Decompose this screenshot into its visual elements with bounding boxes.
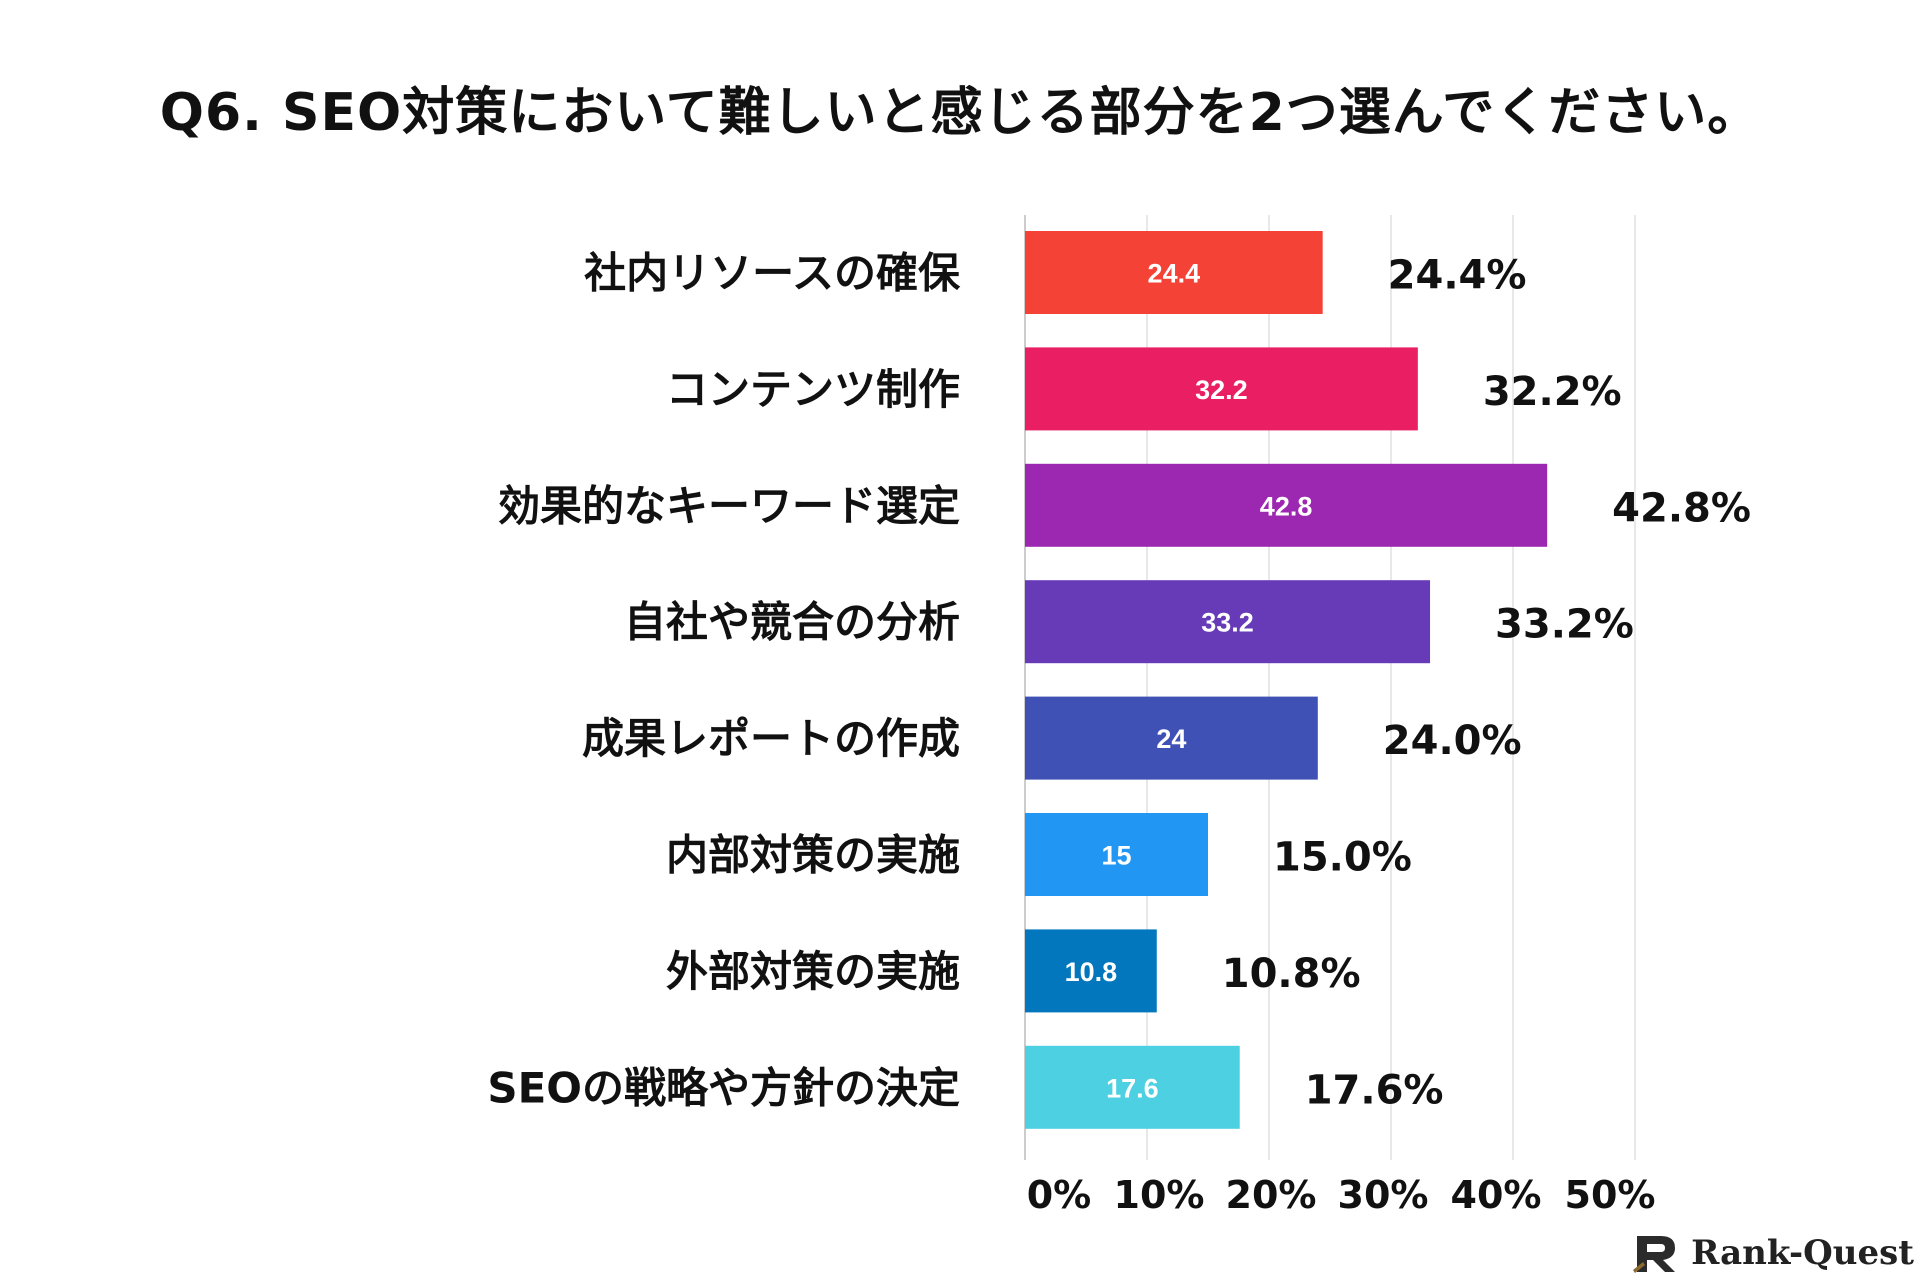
chart-title: Q6. SEO対策において難しいと感じる部分を2つ選んでください。 <box>159 83 1761 143</box>
bar-value-label: 42.8 <box>1260 491 1313 521</box>
bar-row: 成果レポートの作成 24 24.0% <box>582 696 1522 780</box>
brand-watermark: Rank-Quest <box>1631 1232 1914 1274</box>
bars: 社内リソースの確保 24.4 24.4% コンテンツ制作 32.2 32.2% 効果的なキー… <box>487 231 1751 1129</box>
category-label: 自社や競合の分析 <box>624 598 960 647</box>
percentage-label: 24.4% <box>1388 253 1527 299</box>
category-label: 社内リソースの確保 <box>584 249 961 298</box>
x-tick-label: 50% <box>1565 1173 1656 1217</box>
bar-value-label: 33.2 <box>1201 608 1254 638</box>
percentage-label: 17.6% <box>1305 1067 1444 1113</box>
percentage-label: 15.0% <box>1273 835 1412 881</box>
bar-row: SEOの戦略や方針の決定 17.6 17.6% <box>487 1045 1444 1129</box>
bar <box>1025 929 1157 1013</box>
bar <box>1025 813 1208 896</box>
x-tick-label: 20% <box>1226 1173 1317 1217</box>
category-label: 外部対策の実施 <box>666 947 960 996</box>
bar <box>1025 696 1318 780</box>
bar <box>1025 1045 1240 1129</box>
category-label: コンテンツ制作 <box>666 365 960 414</box>
bar-row: 社内リソースの確保 24.4 24.4% <box>584 231 1526 314</box>
bar <box>1025 580 1431 664</box>
bar-row: 外部対策の実施 10.8 10.8% <box>666 929 1361 1013</box>
bar-row: コンテンツ制作 32.2 32.2% <box>666 347 1622 431</box>
category-label: SEOの戦略や方針の決定 <box>487 1063 960 1112</box>
x-tick-label: 40% <box>1451 1173 1542 1217</box>
bar <box>1025 463 1548 547</box>
bar-value-label: 24 <box>1156 724 1186 754</box>
bar-value-label: 15 <box>1101 841 1131 871</box>
bar <box>1025 347 1418 431</box>
category-label: 成果レポートの作成 <box>582 714 960 763</box>
percentage-label: 33.2% <box>1495 602 1634 648</box>
rank-quest-logo-icon <box>1633 1236 1676 1273</box>
category-label: 内部対策の実施 <box>666 831 960 880</box>
bar-value-label: 10.8 <box>1065 957 1118 987</box>
percentage-label: 42.8% <box>1612 485 1751 531</box>
bar-row: 効果的なキーワード選定 42.8 42.8% <box>498 463 1751 547</box>
bar-value-label: 17.6 <box>1106 1073 1159 1103</box>
x-axis: 0% 10% 20% 30% 40% 50% <box>1027 1173 1656 1217</box>
bar-value-label: 32.2 <box>1195 375 1248 405</box>
category-label: 効果的なキーワード選定 <box>498 481 960 530</box>
bar <box>1025 231 1323 314</box>
percentage-label: 24.0% <box>1383 718 1522 764</box>
bar-row: 自社や競合の分析 33.2 33.2% <box>624 580 1634 664</box>
x-tick-label: 10% <box>1114 1173 1205 1217</box>
bar-value-label: 24.4 <box>1148 259 1201 289</box>
x-tick-label: 30% <box>1338 1173 1429 1217</box>
percentage-label: 10.8% <box>1222 951 1361 997</box>
percentage-label: 32.2% <box>1483 369 1622 415</box>
bar-row: 内部対策の実施 15 15.0% <box>666 813 1412 896</box>
x-tick-label: 0% <box>1027 1173 1092 1217</box>
brand-name: Rank-Quest <box>1691 1233 1914 1273</box>
